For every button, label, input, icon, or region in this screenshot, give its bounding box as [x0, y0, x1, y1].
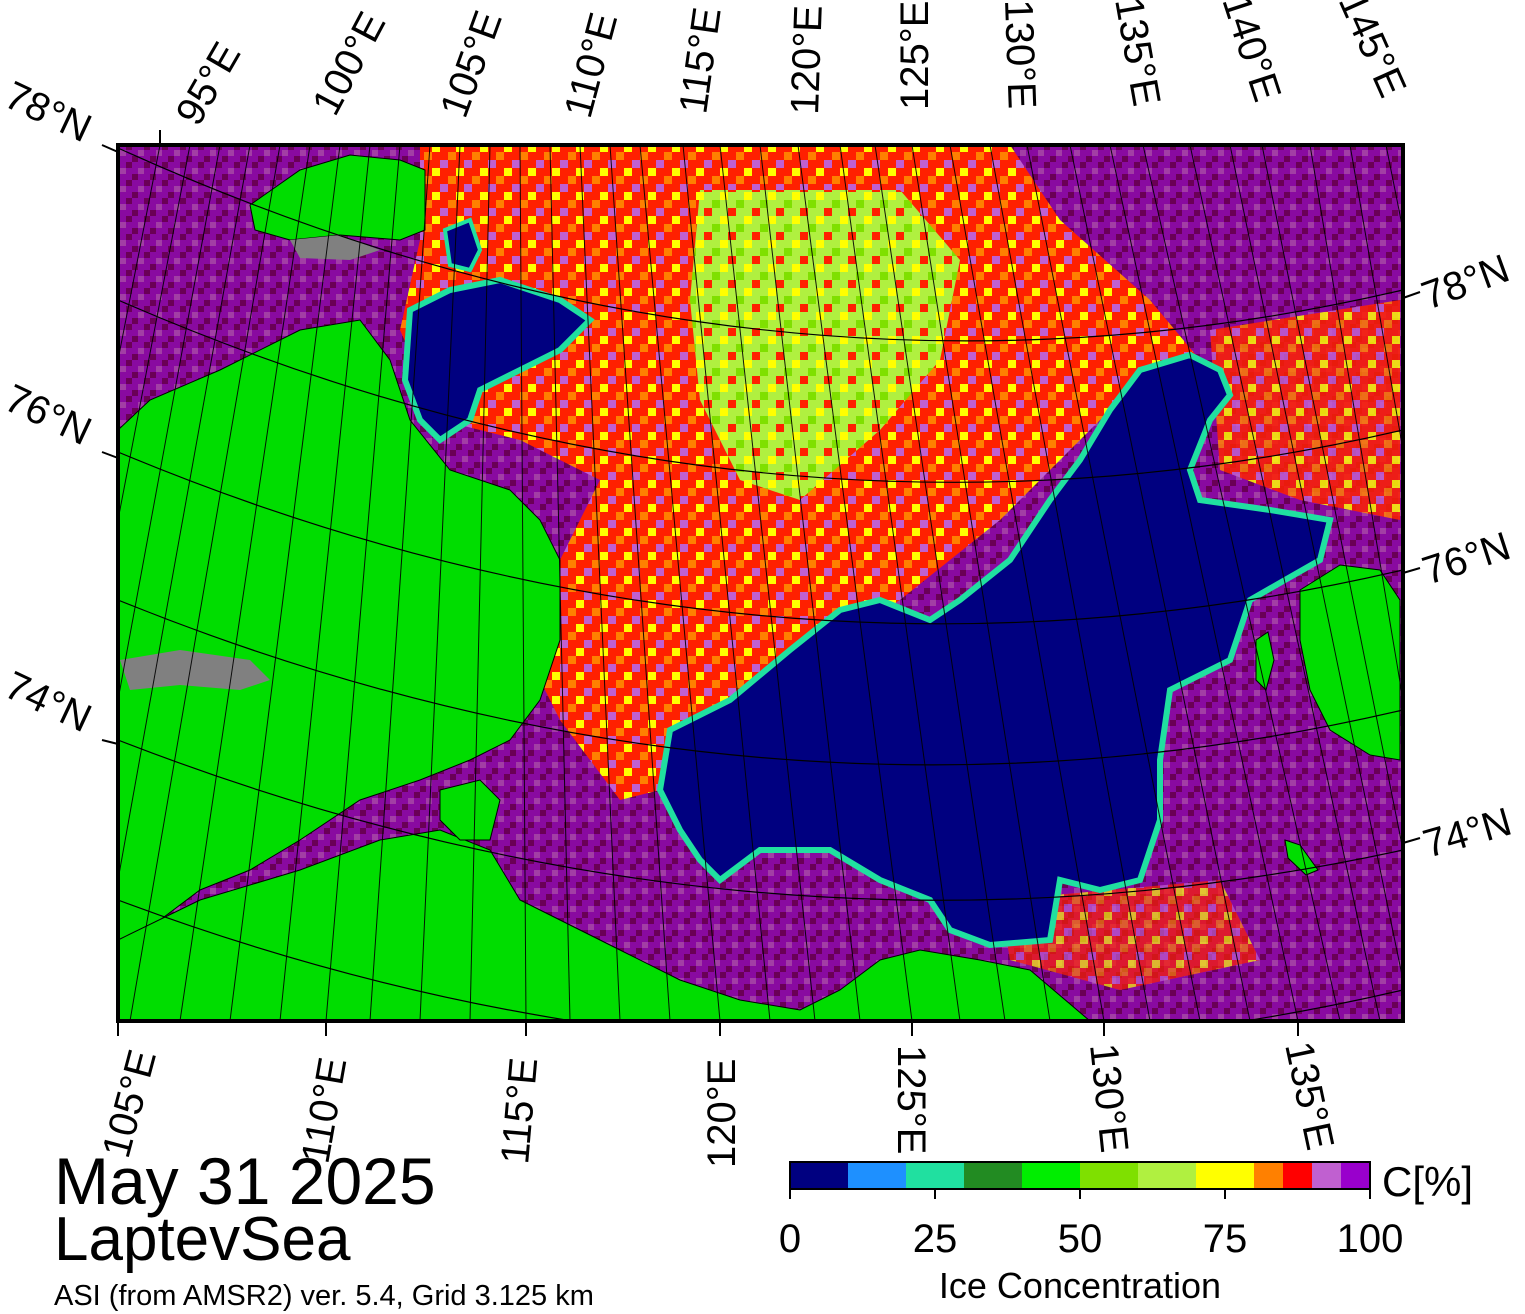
- colorbar-tick-label: 100: [1337, 1217, 1404, 1261]
- left-lat-label: 74°N: [0, 663, 98, 741]
- right-lat-label: 78°N: [1416, 247, 1515, 319]
- colorbar-title: Ice Concentration: [938, 1265, 1222, 1306]
- colorbar-bin: [1254, 1162, 1284, 1189]
- source-label: ASI (from AMSR2) ver. 5.4, Grid 3.125 km: [54, 1280, 594, 1312]
- right-lat-label: 74°N: [1418, 800, 1516, 867]
- bottom-lon-label: 125°E: [889, 1045, 933, 1154]
- map-raster: [118, 145, 1403, 1021]
- colorbar-ticks: 0 25 50 75 100: [779, 1189, 1404, 1261]
- top-lon-label: 120°E: [783, 4, 831, 115]
- top-lon-label: 130°E: [996, 0, 1044, 110]
- open-water-polynya-west: [401, 276, 595, 444]
- top-lon-label: 105°E: [432, 5, 511, 123]
- taymyr-peninsula-land: [118, 319, 561, 941]
- date-label: May 31 2025: [54, 1144, 436, 1218]
- left-lat-label: 78°N: [0, 73, 98, 151]
- left-latitude-labels: 78°N 76°N 74°N: [0, 73, 98, 741]
- colorbar-tick-label: 25: [913, 1217, 958, 1261]
- colorbar: [790, 1162, 1371, 1189]
- colorbar-bin: [1312, 1162, 1342, 1189]
- bottom-lon-label: 115°E: [493, 1056, 546, 1166]
- colorbar-bin: [1022, 1162, 1081, 1189]
- colorbar-bin: [906, 1162, 965, 1189]
- colorbar-bin: [848, 1162, 907, 1189]
- graticule-meridians: [118, 145, 1403, 1021]
- map-frame: [116, 143, 1405, 1023]
- right-lat-label: 76°N: [1417, 524, 1516, 593]
- top-lon-label: 110°E: [556, 8, 626, 122]
- colorbar-tick-label: 50: [1058, 1217, 1103, 1261]
- colorbar-tick-label: 75: [1203, 1217, 1248, 1261]
- top-lon-label: 100°E: [304, 5, 394, 122]
- top-lon-label: 125°E: [893, 1, 937, 110]
- open-water-polynya-east: [656, 351, 1334, 949]
- left-lat-label: 76°N: [0, 376, 98, 454]
- bottom-lon-label: 135°E: [1276, 1038, 1342, 1154]
- top-longitude-labels: 95°E 100°E 105°E 110°E 115°E 120°E 125°E…: [168, 0, 1415, 133]
- bottom-lon-label: 130°E: [1081, 1041, 1136, 1154]
- top-lon-label: 95°E: [168, 35, 250, 132]
- colorbar-unit: C[%]: [1382, 1158, 1474, 1205]
- severnaya-zemlya-land: [249, 154, 426, 241]
- colorbar-bin: [790, 1162, 849, 1189]
- colorbar-bin: [964, 1162, 1023, 1189]
- colorbar-bin: [1196, 1162, 1255, 1189]
- colorbar-bin: [1138, 1162, 1197, 1189]
- top-lon-label: 145°E: [1330, 0, 1415, 104]
- top-lon-label: 135°E: [1106, 0, 1168, 109]
- bottom-lon-label: 120°E: [700, 1059, 744, 1168]
- right-latitude-labels: 78°N 76°N 74°N: [1416, 247, 1516, 867]
- colorbar-bin: [1341, 1162, 1371, 1189]
- colorbar-bin: [1283, 1162, 1313, 1189]
- colorbar-tick-label: 0: [779, 1217, 801, 1261]
- top-lon-label: 140°E: [1213, 0, 1289, 107]
- region-label: LaptevSea: [54, 1205, 351, 1274]
- graticule-parallels: [118, 147, 1403, 1021]
- top-lon-label: 115°E: [671, 5, 729, 117]
- siberian-coast-land: [118, 829, 1091, 1021]
- high-concentration-green-zone: [690, 190, 960, 500]
- colorbar-bin: [1080, 1162, 1139, 1189]
